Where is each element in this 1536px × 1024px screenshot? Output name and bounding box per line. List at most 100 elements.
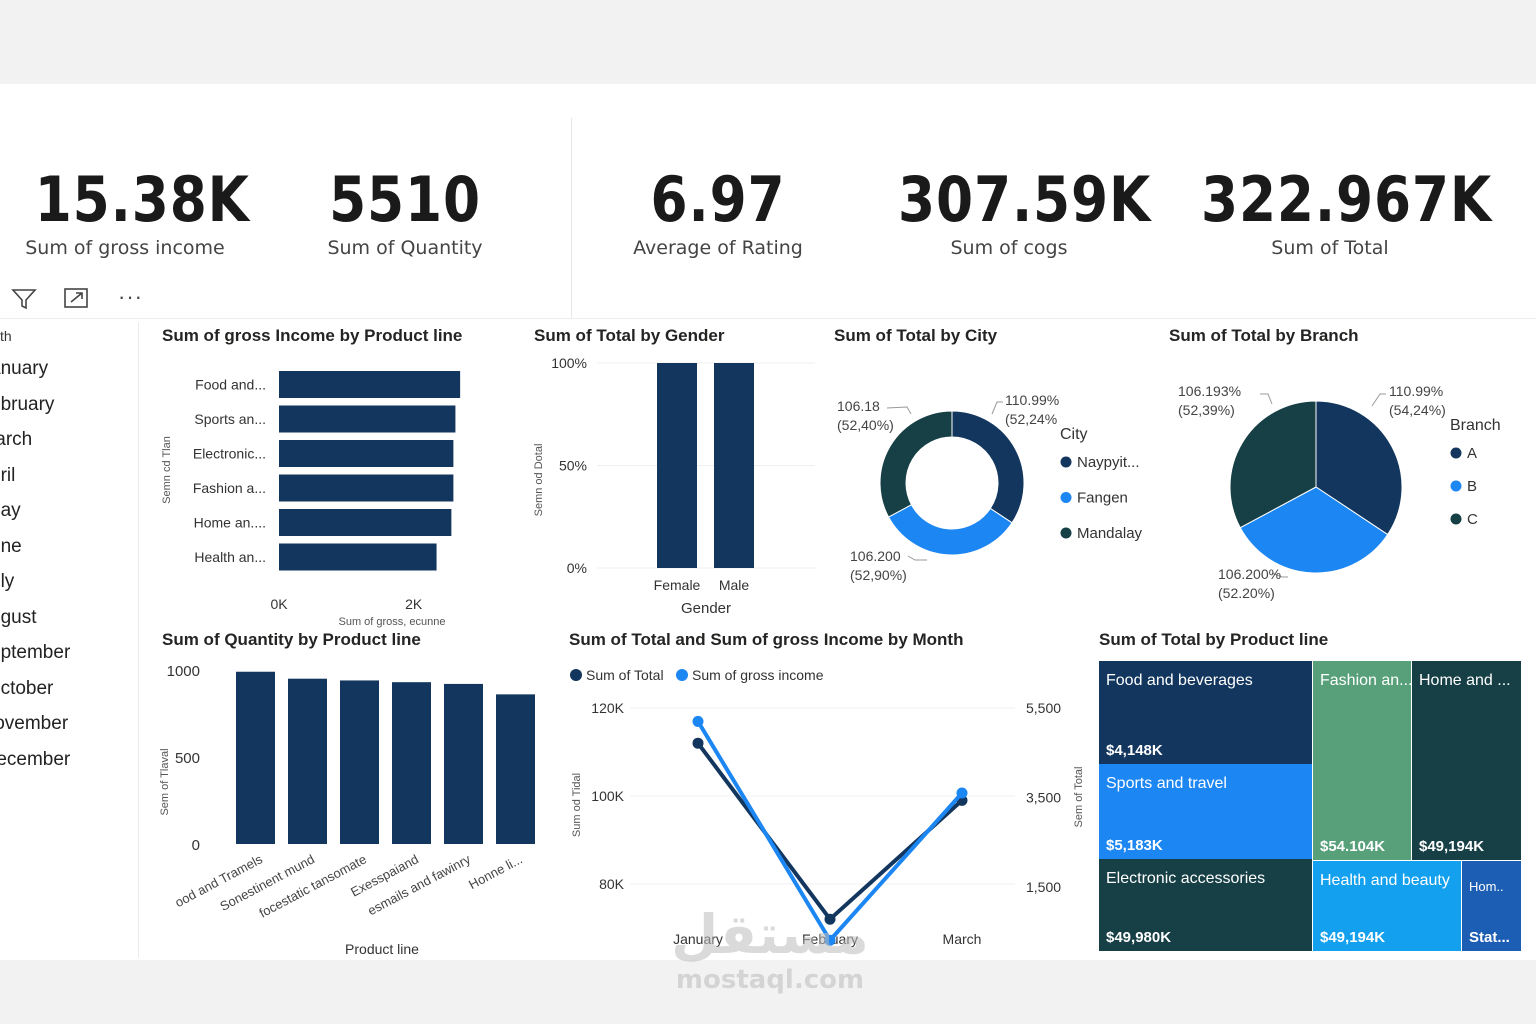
watermark-arabic: مستقل	[671, 903, 869, 966]
slicer-item[interactable]: ectober	[0, 677, 54, 699]
legend-label: Sum of gross income	[692, 667, 824, 683]
legend-marker	[1060, 527, 1072, 539]
chart-total-by-city[interactable]: 110.99% (52,24% 106.200 (52,90%) 106.18 (52,4…	[825, 350, 1160, 600]
visual-title-total-by-city: Sum of Total by City	[834, 326, 998, 345]
slicer-item[interactable]: ebruary	[0, 393, 55, 415]
y-axis-title: Semn cd Tlan	[161, 436, 173, 504]
top-band	[0, 0, 1536, 84]
watermark-text: mostaql.com	[675, 965, 865, 995]
treemap-tile[interactable]: Fashion an... $54.104K	[1313, 661, 1411, 860]
tile-value: $54.104K	[1320, 838, 1386, 855]
bar	[279, 474, 454, 502]
data-label: 106.193% (52,39%)	[1178, 383, 1241, 418]
leader-line	[991, 401, 1003, 415]
kpi-row-separator	[0, 318, 1536, 319]
y-tick-label: 0	[192, 837, 200, 854]
chart-total-gross-by-month[interactable]: 120K100K80K5,5003,5001,500JanuaryFebruar…	[560, 655, 1090, 955]
tile-name: Home and ...	[1419, 672, 1511, 689]
category-label: Health an...	[194, 549, 266, 565]
tile-value: $4,148K	[1106, 742, 1163, 759]
y-left-tick-label: 120K	[591, 700, 624, 716]
y-tick-label: 500	[175, 750, 200, 767]
chart-gross-by-product[interactable]: Food and... Sports an... Electronic... Fash…	[152, 355, 502, 630]
category-label: Sports an...	[194, 411, 266, 427]
legend-marker	[570, 669, 582, 681]
kpi-value: 307.59K	[898, 163, 1152, 236]
legend-label: Sum of Total	[586, 667, 664, 683]
slicer-item[interactable]: lovember	[0, 713, 69, 734]
slicer-item[interactable]: farch	[0, 429, 33, 450]
y-left-axis-title: Sum od Tidal	[571, 773, 583, 837]
leader-line	[1271, 572, 1288, 578]
more-options-icon[interactable]: ···	[118, 284, 143, 309]
slicer-item[interactable]: recember	[0, 748, 71, 770]
tile-name: Food and beverages	[1106, 672, 1253, 689]
kpi-card-total[interactable]: 322.967K Sum of Total	[1180, 163, 1493, 260]
bar	[392, 682, 431, 844]
kpi-label: Sum of cogs	[950, 237, 1068, 259]
y-left-tick-label: 100K	[591, 788, 624, 804]
slicer-item[interactable]: une	[0, 535, 22, 557]
kpi-card-gross-income[interactable]: 15.38K Sum of gross income	[20, 165, 249, 260]
bar	[279, 543, 437, 571]
slicer-item[interactable]: uly	[0, 571, 15, 592]
treemap-tile[interactable]: Home and ... $49,194K	[1412, 661, 1521, 860]
tile-value: $49,194K	[1320, 929, 1386, 946]
slicer-item[interactable]: anuary	[0, 358, 49, 379]
slicer-item[interactable]: eptember	[0, 642, 71, 663]
kpi-card-cogs[interactable]: 307.59K Sum of cogs	[880, 163, 1152, 260]
y-left-tick-label: 80K	[599, 876, 625, 892]
kpi-value: 322.967K	[1201, 163, 1493, 236]
treemap-tile[interactable]: Electronic accessories $49,980K	[1099, 859, 1312, 951]
legend-label: Naypyit...	[1077, 454, 1140, 471]
data-point	[692, 715, 704, 727]
tile-value: Stat...	[1469, 929, 1510, 946]
y-tick-label: 0%	[567, 560, 587, 576]
legend-label: Fangen	[1077, 490, 1128, 507]
treemap-tile[interactable]: Health and beauty $49,194K	[1313, 861, 1461, 951]
legend-title: Branch	[1450, 417, 1501, 434]
tile-name: Health and beauty	[1320, 872, 1450, 889]
bar	[444, 683, 483, 844]
legend-title: City	[1060, 426, 1088, 443]
filter-icon[interactable]	[10, 284, 38, 317]
chart-total-by-gender[interactable]: 100% 50% 0% Female Male Gender Semn od Dotal	[525, 350, 815, 622]
month-slicer[interactable]: th anuary ebruary farch pril day une uly ugust e…	[0, 322, 139, 958]
treemap-tile[interactable]: Hom.. Stat...	[1462, 861, 1521, 951]
kpi-card-rating[interactable]: 6.97 Average of Rating	[615, 165, 821, 260]
pie-slice	[1229, 400, 1317, 529]
kpi-value: 5510	[329, 163, 481, 236]
treemap-tile[interactable]: Sports and travel $5,183K	[1099, 764, 1312, 859]
visual-title-gross-by-product: Sum of gross Income by Product line	[162, 326, 463, 345]
data-point	[824, 913, 836, 925]
treemap-tile[interactable]: Food and beverages $4,148K	[1099, 661, 1312, 764]
bottom-band	[0, 960, 1536, 1024]
category-label: Food and...	[195, 377, 266, 393]
data-label: 106.18 (52,40%)	[837, 398, 894, 433]
tile-name: Sports and travel	[1106, 775, 1227, 792]
bar	[236, 671, 275, 844]
chart-total-by-branch[interactable]: 110.99% (54,24%) 106.200% (52.20%) 106.193%(…	[1160, 350, 1530, 610]
bar	[279, 405, 456, 433]
data-point	[824, 934, 836, 946]
treemap-total-by-product[interactable]: Food and beverages $4,148K Sports and trav…	[1099, 661, 1521, 951]
pie-slice	[887, 504, 1013, 556]
tile-name: Hom..	[1469, 879, 1504, 894]
tile-value: $49,194K	[1419, 838, 1485, 855]
bar	[496, 694, 535, 844]
visual-title-total-by-product-treemap: Sum of Total by Product line	[1099, 630, 1329, 649]
y-right-tick-label: 3,500	[1026, 790, 1061, 806]
slicer-item[interactable]: day	[0, 500, 21, 521]
bar	[279, 440, 454, 467]
tile-name: Fashion an...	[1320, 672, 1411, 689]
focus-mode-icon[interactable]	[62, 284, 92, 317]
legend-marker	[1060, 492, 1072, 503]
x-tick-label: Male	[719, 577, 750, 593]
leader-line	[886, 406, 912, 415]
slicer-item[interactable]: pril	[0, 464, 16, 486]
bar	[288, 678, 327, 844]
kpi-card-quantity[interactable]: 5510 Sum of Quantity	[310, 163, 500, 260]
y-right-tick-label: 1,500	[1026, 879, 1061, 895]
slicer-item[interactable]: ugust	[0, 606, 37, 628]
